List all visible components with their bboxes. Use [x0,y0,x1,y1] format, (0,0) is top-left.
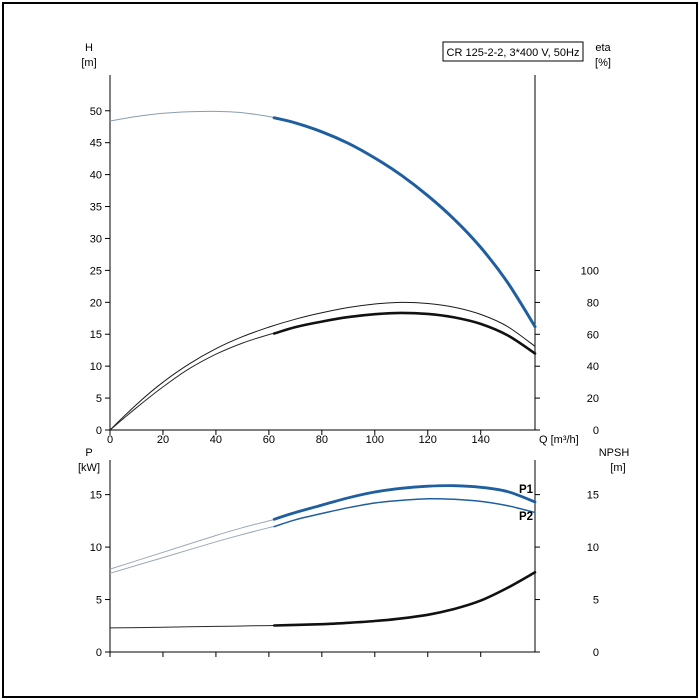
axis-frame [109,75,536,431]
tick-label: 25 [90,265,102,277]
tick-label: 0 [96,425,102,437]
tick-label: 10 [90,361,102,373]
tick-label: 15 [90,490,102,502]
series-P2 [273,497,536,528]
series-eta-duty-pre [109,333,275,431]
tick-label: 60 [587,329,599,341]
tick-label: 40 [90,170,102,182]
series-eta-nominal [109,301,536,431]
p-axis-unit: [kW] [78,462,100,474]
tick-label: 40 [210,434,222,446]
series-P1-pre [109,518,275,570]
tick-label: 10 [90,542,102,554]
h-axis-label: H [85,42,93,54]
q-axis-label: Q [m³/h] [539,434,579,446]
chart-0: 0 5 10 15 20 25 30 35 40 45 50 0 20 40 60 80 100 0 20 40 60 8… [90,75,599,446]
tick-label: 80 [316,434,328,446]
tick-label: 15 [587,490,599,502]
tick-label: 80 [587,297,599,309]
series-NPSH-pre [109,625,275,629]
tick-label: 50 [90,106,102,118]
tick-label: 5 [96,393,102,405]
tick-label: 140 [472,434,490,446]
tick-label: 0 [96,647,102,659]
series-P2-pre [109,526,275,574]
tick-label: 45 [90,138,102,150]
title-box: CR 125-2-2, 3*400 V, 50Hz [442,41,584,62]
eta-axis-unit: [%] [595,57,611,69]
tick-label: 100 [366,434,384,446]
tick-label: 0 [593,425,599,437]
tick-label: 0 [593,647,599,659]
npsh-axis-unit: [m] [610,462,625,474]
series-head-curve [272,116,537,329]
tick-label: 15 [90,329,102,341]
p1-curve-label: P1 [519,484,534,496]
series-head-curve-pre [109,110,275,122]
tick-label: 5 [96,595,102,607]
series-P1 [272,484,537,521]
title-box-border [442,41,584,62]
tick-label: 60 [263,434,275,446]
tick-label: 120 [419,434,437,446]
tick-label: 5 [593,595,599,607]
tick-label: 20 [90,297,102,309]
p2-curve-label: P2 [519,511,533,523]
series-NPSH [272,571,537,627]
eta-axis-label: eta [595,42,611,54]
axis-frame [109,460,536,653]
tick-label: 30 [90,233,102,245]
pump-title: CR 125-2-2, 3*400 V, 50Hz [447,47,580,59]
tick-label: 10 [587,542,599,554]
tick-label: 20 [587,393,599,405]
npsh-axis-label: NPSH [599,447,630,459]
h-axis-unit: [m] [81,57,96,69]
tick-label: 0 [107,434,113,446]
tick-label: 20 [157,434,169,446]
tick-label: 100 [581,266,599,278]
tick-label: 40 [587,361,599,373]
tick-label: 35 [90,202,102,214]
chart-1: 0 5 10 15 0 5 10 15 [90,460,599,659]
p-axis-label: P [85,447,92,459]
series-eta-duty [272,311,537,355]
